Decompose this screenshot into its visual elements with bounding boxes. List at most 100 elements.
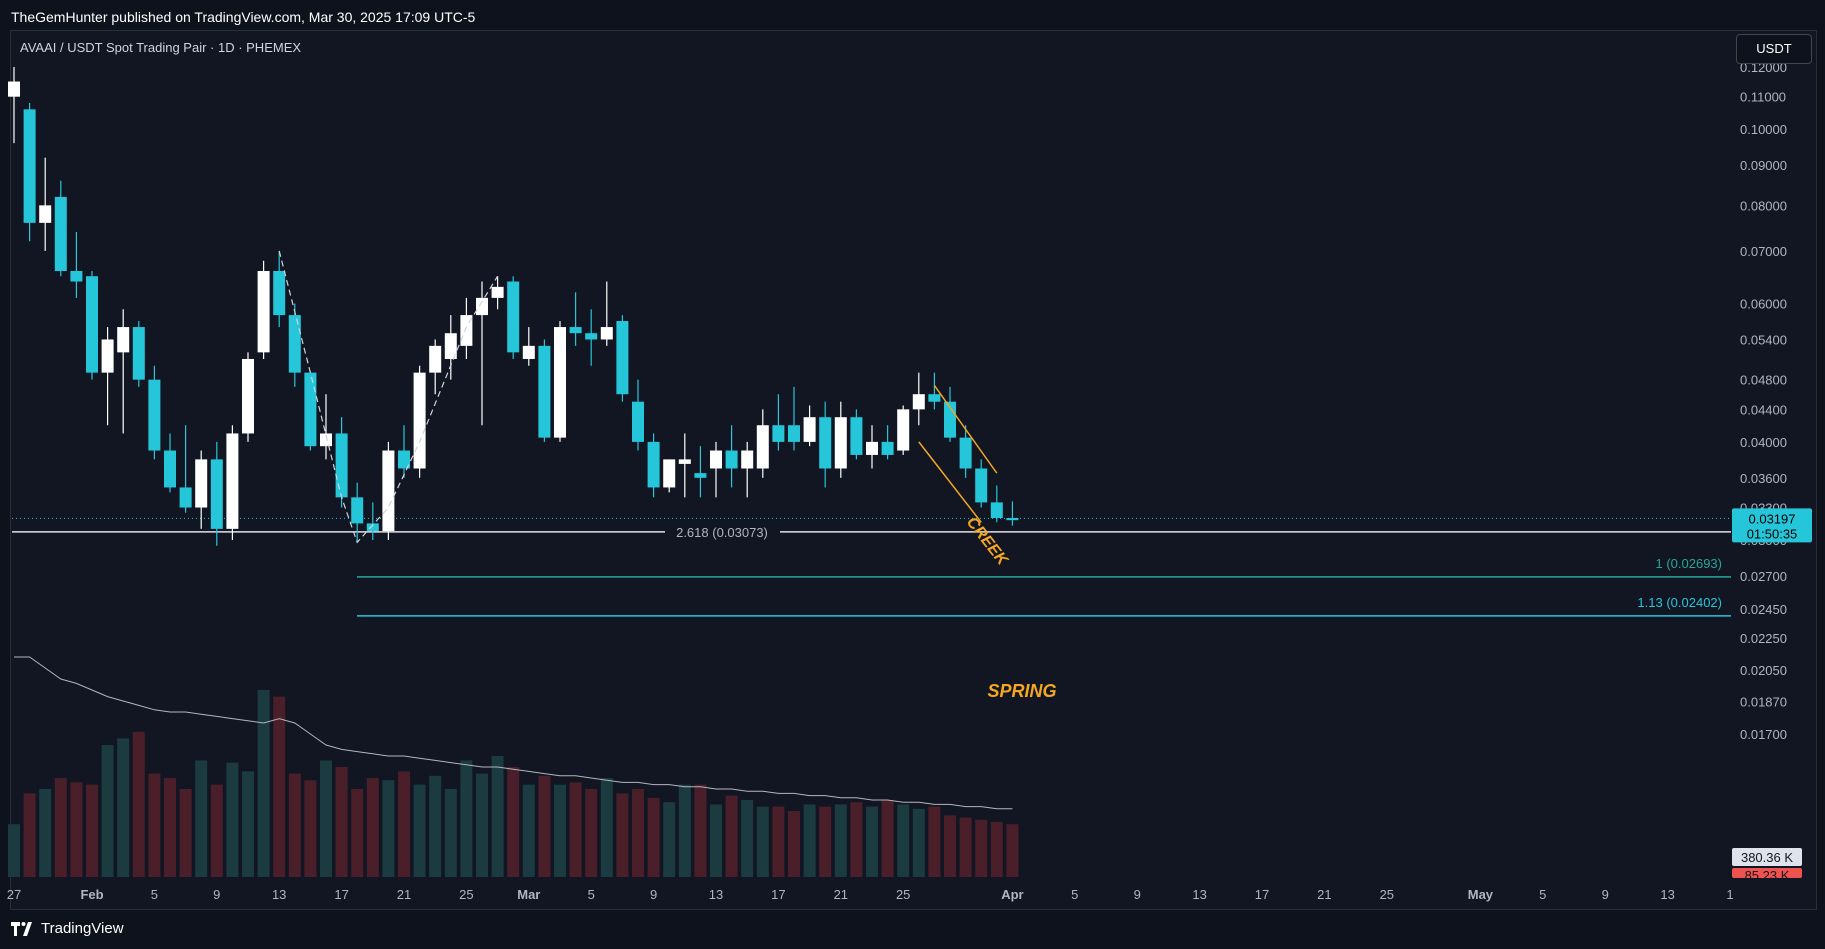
candle-body [226, 433, 239, 529]
candle-body [756, 425, 769, 469]
candle-body [569, 327, 582, 334]
volume-bar [273, 696, 286, 877]
volume-bar [1006, 824, 1019, 877]
candle-body [148, 379, 161, 451]
volume-bar [210, 784, 223, 877]
x-tick-label: 17 [1255, 887, 1269, 902]
candle-body [538, 345, 551, 438]
volume-bar [600, 778, 613, 877]
y-tick-label: 0.05400 [1740, 332, 1787, 347]
candle-body [741, 450, 754, 469]
volume-bar [756, 806, 769, 877]
volume-bar [616, 793, 629, 877]
candle-body [881, 441, 894, 455]
volume-tag-down [1732, 868, 1802, 878]
volume-bar [351, 789, 364, 877]
x-tick-label: 25 [459, 887, 473, 902]
candle-body [663, 459, 676, 488]
volume-bar [710, 804, 722, 877]
candle-body [912, 394, 925, 410]
x-tick-label: 13 [272, 887, 286, 902]
currency-button[interactable]: USDT [1736, 34, 1812, 64]
candle-body [39, 205, 52, 223]
volume-bar [678, 784, 691, 877]
candle-body [725, 450, 738, 469]
candle-body [54, 196, 67, 272]
y-tick-label: 0.02250 [1740, 631, 1787, 646]
y-tick-label: 0.10000 [1740, 122, 1787, 137]
candle-body [632, 401, 644, 442]
candle-body [273, 271, 286, 316]
candle-body [476, 297, 488, 316]
x-tick-label: 21 [1317, 887, 1331, 902]
candle-body [351, 497, 364, 524]
x-tick-label: 17 [334, 887, 348, 902]
fib-label-bg [665, 522, 780, 541]
fib-level-label: 1 (0.02693) [1656, 556, 1723, 571]
volume-bar [304, 780, 317, 877]
y-tick-label: 0.04400 [1740, 402, 1787, 417]
candle-body [8, 81, 20, 97]
volume-bar [694, 784, 707, 877]
x-tick-label: 21 [397, 887, 411, 902]
volume-bar [897, 804, 910, 877]
volume-tag-label: 380.36 K [1741, 850, 1793, 865]
x-tick-label: 21 [834, 887, 848, 902]
volume-bar [928, 806, 941, 877]
chart-panel[interactable] [10, 30, 1817, 910]
candle-body [585, 333, 598, 340]
volume-bar [866, 806, 878, 877]
volume-bar [725, 795, 738, 877]
y-tick-label: 0.06000 [1740, 297, 1787, 312]
y-tick-label: 0.08000 [1740, 198, 1787, 213]
volume-bar [632, 789, 644, 877]
candle-body [850, 417, 863, 455]
volume-bar [226, 762, 239, 877]
candle-body [554, 327, 566, 438]
candle-body [398, 450, 410, 469]
volume-bar [585, 789, 598, 877]
volume-bar [944, 815, 956, 877]
candle-body [897, 409, 910, 451]
tradingview-brand[interactable]: TradingView [11, 920, 124, 937]
volume-bar [912, 808, 925, 877]
candle-body [132, 327, 145, 380]
x-tick-label: 9 [1602, 887, 1609, 902]
candle-body [382, 450, 395, 532]
volume-bar [366, 778, 379, 877]
candle-body [990, 502, 1003, 519]
candle-body [70, 271, 83, 282]
candle-body [975, 468, 988, 503]
volume-bar [164, 778, 176, 877]
x-tick-label: 13 [1192, 887, 1206, 902]
y-tick-label: 0.07000 [1740, 244, 1787, 259]
publish-header: TheGemHunter published on TradingView.co… [0, 0, 1825, 30]
x-tick-label: 25 [896, 887, 910, 902]
volume-bar [522, 784, 535, 877]
x-tick-label: 5 [588, 887, 595, 902]
volume-bar [772, 806, 785, 877]
x-tick-label: 5 [151, 887, 158, 902]
volume-bar [881, 800, 894, 877]
candle-body [429, 345, 442, 373]
y-tick-label: 0.03600 [1740, 471, 1787, 486]
candle-body [491, 286, 504, 298]
volume-ma-line [14, 656, 1013, 810]
last-price-tag [1732, 508, 1812, 543]
volume-bar [663, 802, 676, 877]
y-tick-label: 0.01870 [1740, 694, 1787, 709]
volume-tag-down-label: 85.23 K [1745, 868, 1790, 883]
volume-bar [491, 756, 504, 877]
x-tick-label: 5 [1071, 887, 1078, 902]
candle-body [195, 459, 208, 508]
volume-bar [741, 800, 754, 877]
fib-level-label: 1.13 (0.02402) [1637, 595, 1722, 610]
creek-label: CREEK [963, 514, 1012, 570]
volume-bar [8, 824, 20, 877]
candle-body [772, 425, 785, 442]
volume-bar [429, 775, 442, 877]
fib-level-label: 2.618 (0.03073) [676, 525, 768, 540]
y-tick-label: 0.02450 [1740, 602, 1787, 617]
candle-body [694, 473, 707, 478]
